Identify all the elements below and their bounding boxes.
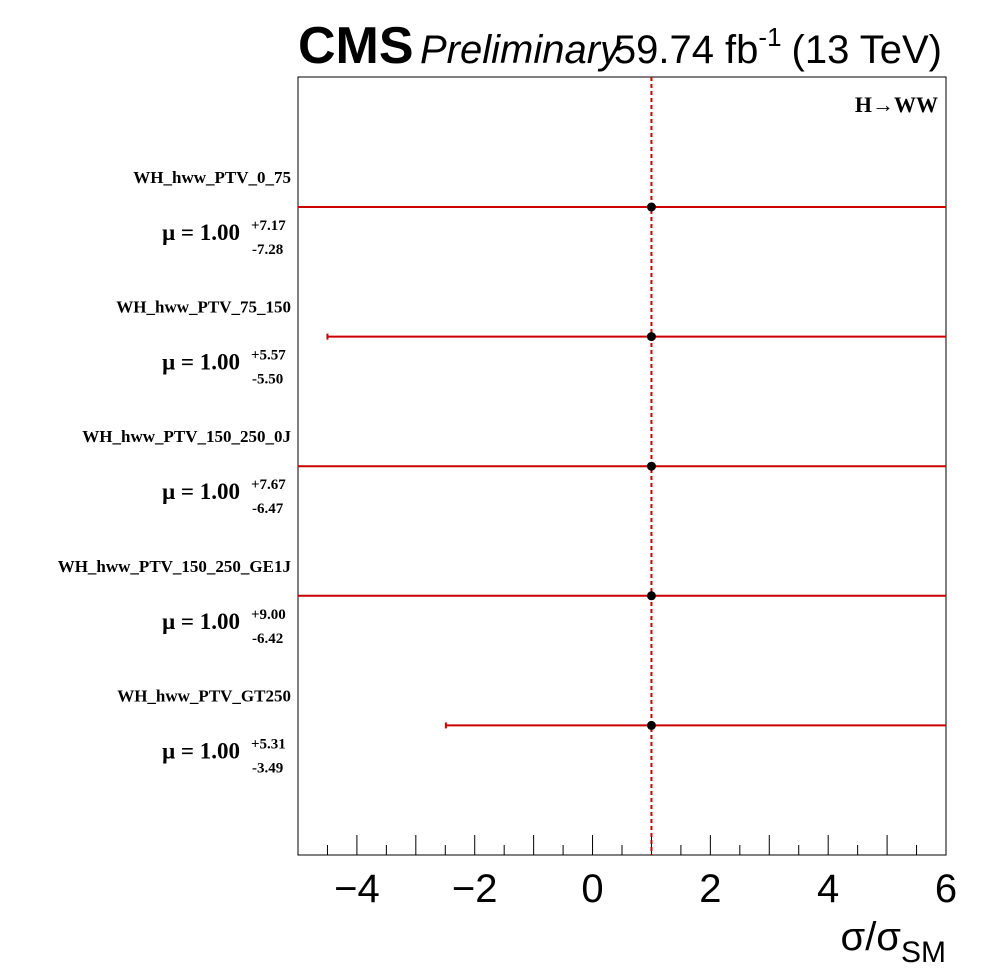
poi-group: WH_hww_PTV_0_75 μ = 1.00 +7.17 -7.28 [133,168,946,258]
mu-value-label: μ = 1.00 [162,609,240,634]
x-axis-title-main: σ/σ [841,915,902,959]
uncertainty-down-label: -7.28 [252,242,283,258]
central-value-marker [646,461,656,471]
poi-name: WH_hww_PTV_0_75 [133,168,291,187]
poi-name: WH_hww_PTV_GT250 [117,686,291,705]
x-tick-label: −2 [452,867,498,911]
uncertainty-up-label: +5.31 [251,736,286,752]
x-tick-label: 6 [935,867,957,911]
poi-group: WH_hww_PTV_150_250_0J μ = 1.00 +7.67 -6.47 [82,427,946,517]
uncertainty-down-label: -6.42 [252,631,283,647]
uncertainty-down-label: -5.50 [252,372,283,388]
central-value-marker [646,332,656,342]
x-axis-title-sub: SM [901,936,946,969]
uncertainty-up-label: +7.17 [251,218,286,234]
x-tick-label: −4 [334,867,380,911]
mu-value-label: μ = 1.00 [162,479,240,504]
lumi-energy-label: 59.74 fb-1 (13 TeV) [614,22,942,72]
x-axis-title: σ/σSM [841,915,947,969]
poi-name: WH_hww_PTV_150_250_GE1J [58,557,292,576]
energy-value: (13 TeV) [792,28,942,72]
poi-points: WH_hww_PTV_0_75μ = 1.00 +7.17-7.28WH_hww_… [58,168,946,776]
x-axis-tick-labels: −4 −2 0 2 4 6 [334,867,957,911]
uncertainty-up-label: +9.00 [251,607,286,623]
uncertainty-up-label: +5.57 [251,348,286,364]
uncertainty-up-label: +7.67 [251,477,286,493]
poi-group: WH_hww_PTV_75_150 μ = 1.00 +5.57 -5.50 [116,298,946,388]
channel-label: H→WW [855,92,938,117]
uncertainty-down-label: -3.49 [252,760,283,776]
x-tick-label: 2 [699,867,721,911]
poi-group: WH_hww_PTV_GT250 μ = 1.00 +5.31 -3.49 [117,686,946,776]
central-value-marker [646,720,656,730]
x-tick-label: 4 [817,867,839,911]
preliminary-label: Preliminary [420,28,623,72]
mu-value-label: μ = 1.00 [162,350,240,375]
uncertainty-down-label: -6.47 [252,501,284,517]
poi-name: WH_hww_PTV_75_150 [116,298,291,317]
x-axis-ticks [297,835,947,855]
central-value-marker [646,591,656,601]
mu-value-label: μ = 1.00 [162,738,240,763]
lumi-value: 59.74 fb [614,28,759,72]
poi-name: WH_hww_PTV_150_250_0J [82,427,291,446]
central-value-marker [646,202,656,212]
poi-group: WH_hww_PTV_150_250_GE1J μ = 1.00 +9.00 -6.4… [58,557,946,647]
mu-value-label: μ = 1.00 [162,220,240,245]
cms-label: CMS [298,17,414,75]
lumi-exponent: -1 [758,22,781,52]
x-tick-label: 0 [581,867,603,911]
